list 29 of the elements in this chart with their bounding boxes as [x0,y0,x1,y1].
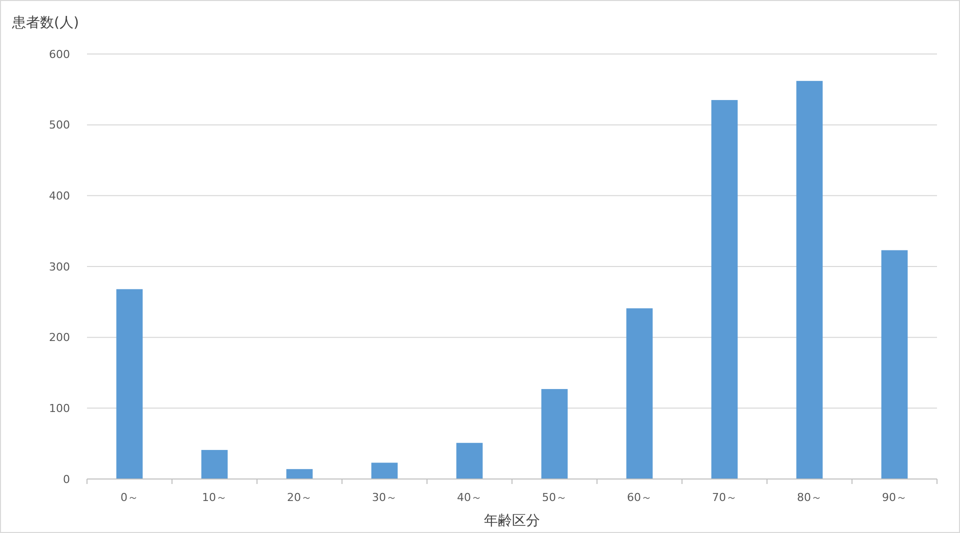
bar [371,462,398,479]
y-axis-title: 患者数(人) [11,15,79,31]
x-tick-label: 20～ [287,491,312,504]
y-tick-label: 400 [49,190,70,203]
y-tick-label: 200 [49,331,70,344]
bar [711,100,738,479]
x-tick-label: 40～ [457,491,482,504]
y-tick-label: 600 [49,48,70,61]
x-tick-label: 10～ [202,491,227,504]
x-tick-label: 80～ [797,491,822,504]
y-tick-label: 300 [49,260,70,274]
x-tick-label: 90～ [882,491,907,504]
bar [541,389,568,479]
y-tick-label: 100 [49,402,70,416]
bar [286,469,313,479]
x-tick-label: 70～ [712,491,737,504]
x-tick-label: 60～ [627,491,652,504]
bar [201,450,228,479]
bar [626,308,653,479]
x-axis-title: 年齢区分 [484,513,540,529]
bar [116,289,143,479]
y-tick-label: 0 [63,472,70,486]
x-tick-label: 30～ [372,491,397,504]
y-tick-label: 500 [49,118,70,132]
bar [456,442,483,479]
x-tick-label: 50～ [542,491,567,504]
bar [881,250,908,479]
bar [796,80,823,479]
x-tick-label: 0～ [120,491,138,504]
